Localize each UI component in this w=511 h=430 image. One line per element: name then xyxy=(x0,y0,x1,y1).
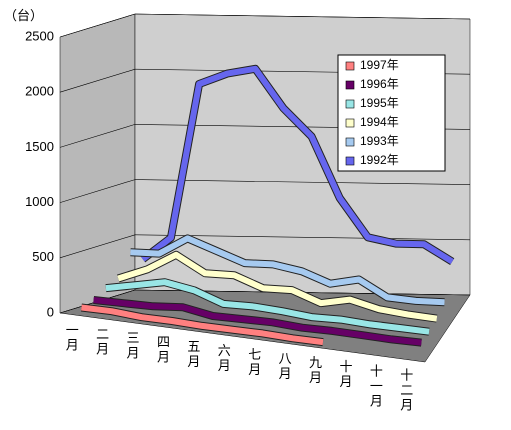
legend-label: 1995年 xyxy=(360,96,399,110)
legend-label: 1992年 xyxy=(360,153,399,167)
legend-box xyxy=(337,54,446,172)
x-tick-label: 六月 xyxy=(216,343,231,373)
grid-line xyxy=(59,234,136,259)
left-wall xyxy=(59,13,136,314)
x-tick-label: 九月 xyxy=(307,356,322,386)
x-tick-label: 五月 xyxy=(185,339,200,369)
y-tick-label: 2000 xyxy=(25,84,54,99)
line xyxy=(81,304,324,346)
x-tick-label: 三月 xyxy=(125,331,140,361)
legend-label: 1994年 xyxy=(360,115,399,129)
grid-line xyxy=(59,124,136,148)
unit-label: （台） xyxy=(4,8,43,23)
line xyxy=(117,251,438,322)
x-tick-label: 七月 xyxy=(246,348,261,378)
y-tick-label: 1500 xyxy=(25,139,54,154)
y-tick-label: 2500 xyxy=(25,28,54,43)
x-tick-label: 十月 xyxy=(337,360,352,390)
legend-swatch xyxy=(345,99,355,109)
y-tick-label: 500 xyxy=(32,249,54,264)
legend-swatch xyxy=(345,118,355,128)
x-tick-label: 八月 xyxy=(277,352,292,382)
line xyxy=(105,279,430,335)
legend-swatch xyxy=(345,137,355,147)
legend-swatch xyxy=(345,80,355,90)
y-tick-label: 1000 xyxy=(25,194,54,209)
x-tick-label: 一月 xyxy=(64,323,79,353)
line xyxy=(140,65,454,265)
x-tick-label: 二月 xyxy=(94,327,109,357)
x-tick-label: 十二月 xyxy=(398,368,413,413)
legend-swatch xyxy=(345,156,355,166)
line xyxy=(130,235,445,306)
grid-line xyxy=(59,13,136,38)
x-tick-label: 十一月 xyxy=(368,364,383,409)
grid-line xyxy=(134,179,471,185)
legend-label: 1997年 xyxy=(360,58,399,72)
grid-line xyxy=(59,179,136,203)
legend-label: 1993年 xyxy=(360,134,399,148)
legend-label: 1996年 xyxy=(360,77,399,91)
x-tick-label: 四月 xyxy=(155,335,170,365)
y-tick-label: 0 xyxy=(47,304,54,319)
line xyxy=(93,297,422,346)
grid-line xyxy=(59,68,136,93)
legend-swatch xyxy=(345,61,355,71)
grid-line xyxy=(134,13,471,20)
legend: 1997年 1996年 1995年 1994年 1993年 1992年 xyxy=(337,54,446,172)
